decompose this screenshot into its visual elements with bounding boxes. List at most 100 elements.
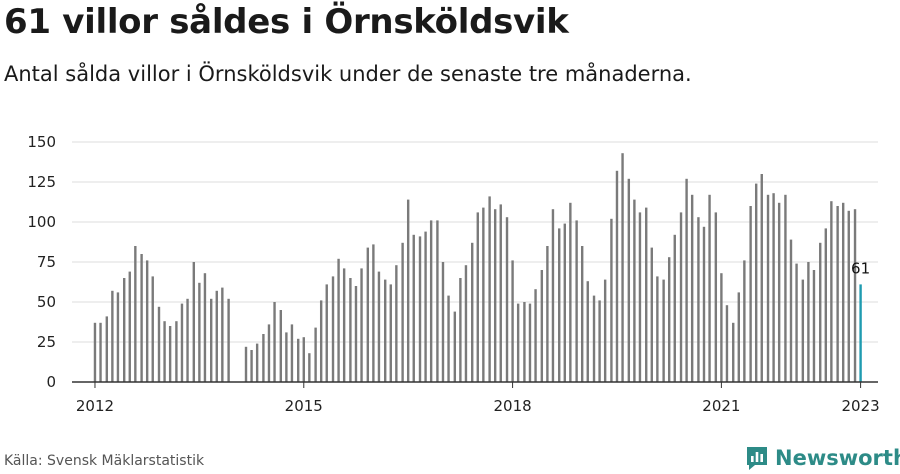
y-tick-label: 50 <box>37 293 56 311</box>
bar <box>511 260 514 382</box>
bar <box>418 236 422 382</box>
bar <box>192 262 196 382</box>
brand-name: Newsworthy <box>775 446 900 470</box>
bar <box>279 310 283 382</box>
bar <box>586 281 589 382</box>
bar <box>412 234 415 382</box>
bar <box>633 199 636 382</box>
bar <box>847 210 850 382</box>
bar <box>319 300 323 382</box>
x-tick-label: 2015 <box>285 397 323 415</box>
bar <box>841 202 845 382</box>
bar <box>168 326 172 382</box>
bar <box>401 242 404 382</box>
bar-chart: 0 25 50 75 100 125 150 2012 2015 2018 2021 2023 61 <box>27 133 879 415</box>
bar <box>708 194 711 382</box>
bar <box>267 324 271 382</box>
bar <box>725 305 729 382</box>
bar <box>812 270 816 382</box>
y-tick-label: 100 <box>27 213 56 231</box>
y-tick-label: 150 <box>27 133 56 151</box>
bar <box>836 206 839 382</box>
bar <box>198 282 201 382</box>
bar <box>627 178 631 382</box>
bar <box>134 246 137 382</box>
bar <box>766 194 770 382</box>
bar <box>290 324 294 382</box>
bar <box>656 276 659 382</box>
y-tick-label: 25 <box>37 333 56 351</box>
bar <box>377 271 381 382</box>
bar <box>690 194 694 382</box>
bar <box>244 346 248 382</box>
bar <box>429 220 433 382</box>
bar <box>105 316 109 382</box>
bar <box>163 321 166 382</box>
bar <box>325 284 328 382</box>
highlight-data-label: 61 <box>851 259 870 277</box>
bar <box>824 228 827 382</box>
bar <box>140 254 143 382</box>
bar <box>598 300 601 382</box>
bar <box>314 327 317 382</box>
bar <box>250 350 253 382</box>
bar <box>807 262 810 382</box>
bar <box>801 279 805 382</box>
bar <box>760 174 763 382</box>
bar <box>99 322 102 382</box>
bar <box>819 242 822 382</box>
bar <box>221 287 224 382</box>
bar <box>360 268 363 382</box>
bar <box>93 322 97 382</box>
bar <box>650 247 653 382</box>
bar <box>493 209 497 382</box>
bar <box>395 265 398 382</box>
bar <box>667 257 671 382</box>
bar <box>523 302 526 382</box>
highlight-bar <box>859 284 862 382</box>
bar <box>732 322 735 382</box>
y-tick-label: 0 <box>46 373 56 391</box>
bar <box>638 212 642 382</box>
bar <box>603 279 607 382</box>
bar <box>685 178 688 382</box>
bar <box>215 290 218 382</box>
bar <box>285 332 288 382</box>
bar <box>273 302 276 382</box>
bar <box>366 247 370 382</box>
bar <box>720 273 723 382</box>
chart-subtitle: Antal sålda villor i Örnsköldsvik under … <box>4 62 692 86</box>
bar <box>447 295 450 382</box>
bar <box>575 220 578 382</box>
bar <box>116 292 120 382</box>
bar <box>546 246 549 382</box>
y-tick-label: 125 <box>27 173 56 191</box>
axes <box>72 381 878 388</box>
bar <box>743 260 746 382</box>
bar <box>714 212 718 382</box>
bar <box>424 231 427 382</box>
bar <box>569 202 572 382</box>
bar <box>662 279 665 382</box>
bar <box>464 265 468 382</box>
bar <box>673 234 676 382</box>
bar <box>111 290 114 382</box>
x-tick-label: 2012 <box>76 397 114 415</box>
bar <box>436 220 439 382</box>
bar <box>516 303 520 382</box>
bar <box>227 298 230 382</box>
bar <box>372 244 375 382</box>
brand-logo[interactable]: Newsworthy <box>745 443 900 473</box>
tick-labels: 0 25 50 75 100 125 150 2012 2015 2018 2021 2023 61 <box>27 133 879 415</box>
bar <box>145 260 149 382</box>
bar <box>151 276 154 382</box>
bar <box>349 278 352 382</box>
bar <box>302 337 305 382</box>
bar <box>262 334 265 382</box>
bar <box>749 206 752 382</box>
bar <box>210 298 213 382</box>
bar <box>558 228 561 382</box>
bar <box>453 311 457 382</box>
x-tick-label: 2023 <box>842 397 880 415</box>
bar <box>499 204 502 382</box>
